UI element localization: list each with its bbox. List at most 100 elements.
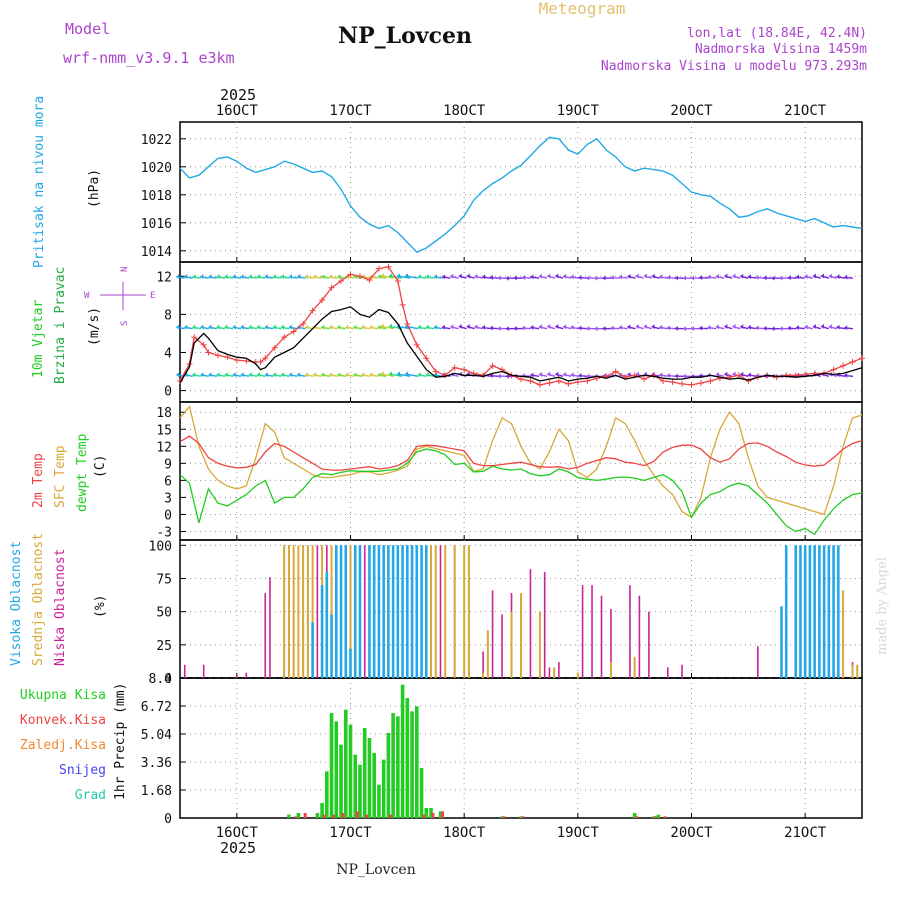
wind-barb-head <box>321 274 325 280</box>
wind-barb-head <box>369 324 373 330</box>
wind-barb-head <box>441 324 445 330</box>
y-tick-label-clouds: 75 <box>156 572 172 587</box>
wind-gust-marker <box>461 366 468 373</box>
wind-barb-head <box>425 324 429 330</box>
wind-barb-head <box>505 373 509 379</box>
wind-gust-marker <box>679 380 686 387</box>
wind-barb-head <box>466 323 470 329</box>
wind-gust-marker <box>191 334 198 341</box>
wind-barb-head <box>264 372 268 378</box>
wind-barb-head <box>200 324 204 330</box>
lonlat-label: lon,lat (18.84E, 42.4N) <box>687 26 867 41</box>
y-tick-label-precip: 0 <box>164 812 172 827</box>
wind-barb-head <box>578 325 582 331</box>
wind-barb-head <box>200 274 204 280</box>
wind-gust-marker <box>356 273 363 280</box>
wind-barb-head <box>586 325 590 331</box>
wind-barb-head <box>361 372 365 378</box>
wind-barb-head <box>844 274 848 280</box>
wind-gust-marker <box>489 362 496 369</box>
wind-barb-head <box>377 372 381 378</box>
label-pressure: Pritisak na nivou mora <box>32 96 47 268</box>
wind-barb-head <box>747 372 751 378</box>
year-top: 2025 <box>220 86 256 104</box>
wind-barb-head <box>618 324 622 330</box>
wind-barb-head <box>610 325 614 331</box>
wind-gust-marker <box>546 379 553 386</box>
wind-barb-head <box>555 371 559 377</box>
panel-frame-temperature <box>179 401 863 541</box>
wind-barb-head <box>216 274 220 280</box>
wind-barb-head <box>397 273 401 279</box>
wind-barb-head <box>264 274 268 280</box>
x-tick-label-top: 17OCT <box>329 103 372 119</box>
wind-barb-head <box>821 323 825 329</box>
label-precip-conv: Konvek.Kisa <box>20 713 106 728</box>
wind-barb-head <box>610 275 614 281</box>
wind-barb-head <box>441 274 445 280</box>
wind-barb-head <box>505 275 509 281</box>
precip-bar-total <box>367 738 372 818</box>
page-title: NP_Lovcen <box>338 23 472 49</box>
wind-barb-head <box>176 274 180 280</box>
wind-gust-marker <box>650 372 657 379</box>
wind-barb-head <box>176 324 180 330</box>
unit-pressure: (hPa) <box>87 169 102 208</box>
wind-barb-head <box>313 372 317 378</box>
y-tick-label-wind: 0 <box>164 385 172 400</box>
precip-bar-conv <box>355 811 359 818</box>
wind-barb-head <box>369 372 373 378</box>
wind-barb-head <box>232 324 236 330</box>
y-tick-label-pressure: 1020 <box>141 161 172 176</box>
precip-bar-total <box>353 754 358 818</box>
unit-cloud: (%) <box>93 595 108 618</box>
wind-gust-marker <box>328 284 335 291</box>
wind-barb-head <box>337 274 341 280</box>
wind-barb-head <box>305 372 309 378</box>
y-tick-label-wind: 12 <box>156 270 172 285</box>
unit-precip: 1hr Precip (mm) <box>113 683 128 800</box>
y-tick-label-clouds: 25 <box>156 639 172 654</box>
label-cloud-mid: Srednja Oblacnost <box>31 533 46 666</box>
wind-barb-head <box>779 326 783 332</box>
wind-barb-head <box>659 372 663 378</box>
wind-gust-marker <box>773 374 780 381</box>
wind-gust-marker <box>338 278 345 285</box>
wind-barb-head <box>497 325 501 331</box>
wind-barb-head <box>458 323 462 329</box>
wind-gust-marker <box>451 364 458 371</box>
wind-barb-head <box>538 371 542 377</box>
wind-barb-head <box>405 273 409 279</box>
wind-barb-head <box>812 273 816 279</box>
wind-barb-head <box>618 274 622 280</box>
precip-bar-total <box>438 811 443 818</box>
wind-gust-marker <box>565 380 572 387</box>
y-tick-label-temperature: 6 <box>164 474 172 489</box>
panel-frames <box>179 121 863 819</box>
precip-bar-conv <box>431 813 435 818</box>
wind-gust-marker <box>584 378 591 385</box>
precip-bar-total <box>315 813 320 818</box>
wind-barb-head <box>586 275 590 281</box>
wind-gust-marker <box>224 354 231 361</box>
wind-gust-marker <box>527 378 534 385</box>
wind-barb-head <box>288 274 292 280</box>
wind-barb-head <box>216 324 220 330</box>
wind-gust-marker <box>290 328 297 335</box>
precip-bar-total <box>325 771 329 818</box>
wind-gust-marker <box>697 379 704 386</box>
wind-barb-head <box>555 323 559 329</box>
wind-barb-head <box>570 324 574 330</box>
wind-barb-head <box>474 324 478 330</box>
wind-barb-head <box>256 372 260 378</box>
wind-barb-head <box>707 324 711 330</box>
wind-barb-head <box>232 372 236 378</box>
label-precip-total: Ukupna Kisa <box>20 688 106 703</box>
wind-gust-marker <box>688 381 695 388</box>
y-tick-label-pressure: 1018 <box>141 189 172 204</box>
wind-barb-head <box>682 275 686 281</box>
wind-barb-head <box>538 324 542 330</box>
precip-bar-conv <box>341 813 345 818</box>
y-tick-label-temperature: -3 <box>156 525 172 540</box>
wind-barb-head <box>482 324 486 330</box>
